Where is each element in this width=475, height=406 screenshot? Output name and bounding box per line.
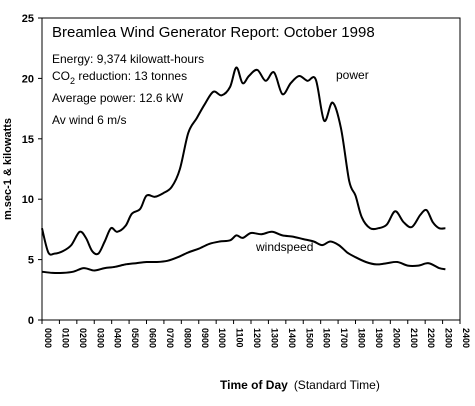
x-tick-label: 0200 <box>78 328 88 348</box>
average-power-annotation: Average power: 12.6 kW <box>52 91 184 105</box>
x-tick-label: 0000 <box>43 328 53 348</box>
x-tick-label: 2200 <box>426 328 436 348</box>
x-axis-label: Time of Day (Standard Time) <box>220 378 380 392</box>
x-tick-label: 2000 <box>391 328 401 348</box>
average-wind-annotation: Av wind 6 m/s <box>52 113 126 127</box>
windspeed-line <box>41 230 446 275</box>
energy-annotation: Energy: 9,374 kilowatt-hours <box>52 52 204 66</box>
power-line <box>41 66 446 256</box>
x-tick-label: 0800 <box>182 328 192 348</box>
y-axis-label: m.sec-1 & kilowatts <box>2 118 14 220</box>
x-tick-label: 0700 <box>165 328 175 348</box>
x-axis-label-note: (Standard Time) <box>294 378 380 392</box>
x-tick-label: 0600 <box>148 328 158 348</box>
x-tick-label: 0500 <box>130 328 140 348</box>
x-axis-label-main: Time of Day <box>220 378 288 392</box>
x-tick-label: 1000 <box>217 328 227 348</box>
x-tick-label: 1500 <box>304 328 314 348</box>
co2-subscript: 2 <box>70 76 75 86</box>
x-tick-label: 0100 <box>60 328 70 348</box>
x-tick-label: 1800 <box>357 328 367 348</box>
co2-annotation: CO2 reduction: 13 tonnes <box>52 69 187 86</box>
x-tick-label: 1400 <box>287 328 297 348</box>
x-tick-label: 0300 <box>95 328 105 348</box>
power-series-label: power <box>336 68 369 82</box>
co2-prefix: CO <box>52 69 70 83</box>
x-tick-label: 2100 <box>409 328 419 348</box>
y-tick-label: 20 <box>22 73 34 85</box>
y-tick-label: 10 <box>22 194 34 206</box>
x-tick-label: 2300 <box>444 328 454 348</box>
y-tick-label: 25 <box>22 13 34 25</box>
y-tick-label: 5 <box>28 255 34 267</box>
series-layer <box>41 66 446 275</box>
y-axis: 0 5 10 15 20 25 <box>22 13 42 327</box>
x-tick-label: 0400 <box>113 328 123 348</box>
x-tick-label: 1700 <box>339 328 349 348</box>
y-tick-label: 0 <box>28 315 34 327</box>
y-tick-label: 15 <box>22 134 34 146</box>
x-tick-label: 1100 <box>235 328 245 348</box>
x-tick-label: 0900 <box>200 328 210 348</box>
x-tick-label: 1600 <box>322 328 332 348</box>
co2-rest: reduction: 13 tonnes <box>75 69 187 83</box>
x-tick-label: 2400 <box>461 328 471 348</box>
chart-title: Breamlea Wind Generator Report: October … <box>52 24 375 41</box>
x-tick-label: 1300 <box>269 328 279 348</box>
windspeed-series-label: windspeed <box>255 240 313 254</box>
x-tick-label: 1200 <box>252 328 262 348</box>
x-tick-label: 1900 <box>374 328 384 348</box>
x-axis: 0000 0100 0200 0300 0400 0500 0600 0700 0800 0900… <box>41 320 471 348</box>
